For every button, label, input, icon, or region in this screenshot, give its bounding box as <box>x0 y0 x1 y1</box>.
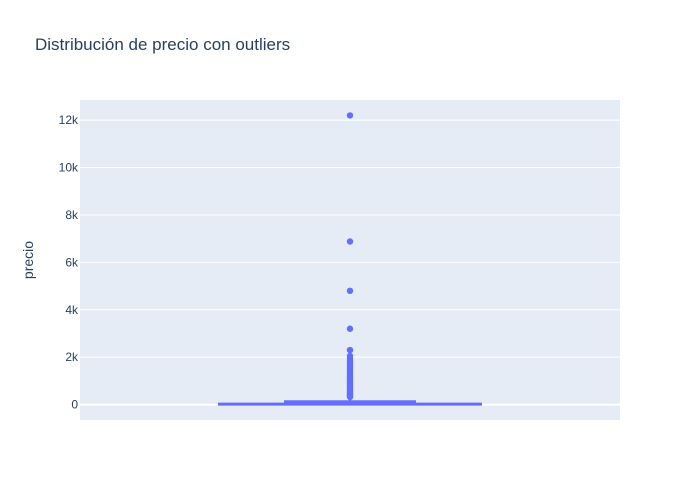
y-tick-label: 4k <box>65 303 79 317</box>
y-tick-label: 8k <box>65 208 79 222</box>
outlier-point <box>346 393 354 401</box>
y-tick-label: 12k <box>59 113 79 127</box>
y-axis-ticks: 0 2k 4k 6k 8k 10k 12k <box>59 113 79 411</box>
y-tick-label: 2k <box>65 350 79 364</box>
outlier-points <box>346 112 354 401</box>
outlier-point <box>346 238 354 245</box>
box-group[interactable] <box>218 397 482 406</box>
y-tick-label: 10k <box>59 161 79 175</box>
outlier-point <box>346 325 354 332</box>
y-axis-title: precio <box>20 241 36 279</box>
y-tick-label: 0 <box>71 398 78 412</box>
y-tick-label: 6k <box>65 255 79 269</box>
chart-title: Distribución de precio con outliers <box>35 35 290 54</box>
outlier-point <box>346 112 354 119</box>
outlier-point <box>346 346 354 354</box>
outlier-point <box>346 287 354 295</box>
